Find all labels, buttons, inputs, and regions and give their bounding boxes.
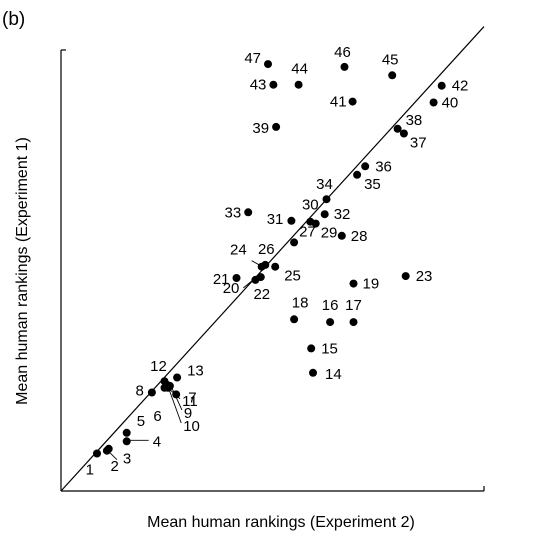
point-label-19: 19 xyxy=(363,276,380,293)
data-point-32 xyxy=(320,210,329,219)
data-point-33 xyxy=(244,208,253,217)
point-label-10: 10 xyxy=(183,418,200,435)
data-point-18 xyxy=(290,315,299,324)
data-point-16 xyxy=(326,318,335,327)
point-label-21: 21 xyxy=(213,271,230,288)
point-label-37: 37 xyxy=(410,135,427,152)
data-point-39 xyxy=(272,122,281,131)
point-label-17: 17 xyxy=(345,297,362,314)
data-points xyxy=(93,60,446,458)
point-label-18: 18 xyxy=(292,294,309,311)
point-label-45: 45 xyxy=(382,51,399,68)
point-label-4: 4 xyxy=(153,433,161,450)
point-label-2: 2 xyxy=(111,458,119,475)
data-point-45 xyxy=(388,71,397,80)
data-point-21 xyxy=(232,274,241,282)
point-label-7: 7 xyxy=(188,389,196,406)
data-point-25 xyxy=(271,262,280,271)
leader-line-3 xyxy=(109,452,118,461)
point-label-1: 1 xyxy=(86,462,94,479)
data-point-12 xyxy=(160,377,169,386)
data-point-40 xyxy=(429,98,438,107)
data-point-43 xyxy=(269,80,278,89)
point-label-38: 38 xyxy=(406,112,423,129)
point-label-32: 32 xyxy=(334,206,351,223)
point-label-3: 3 xyxy=(123,451,131,468)
point-label-16: 16 xyxy=(322,297,339,314)
data-point-8 xyxy=(147,388,156,397)
data-point-17 xyxy=(349,318,358,327)
data-point-5 xyxy=(122,428,131,437)
reference-line xyxy=(60,26,485,492)
point-label-40: 40 xyxy=(442,95,459,112)
point-label-30: 30 xyxy=(302,197,319,214)
point-label-14: 14 xyxy=(325,366,342,383)
point-label-8: 8 xyxy=(136,383,144,400)
data-point-28 xyxy=(337,231,346,240)
data-point-30 xyxy=(306,217,315,226)
x-axis-label: Mean human rankings (Experiment 2) xyxy=(147,514,415,531)
point-label-41: 41 xyxy=(330,94,347,111)
point-label-15: 15 xyxy=(321,340,338,357)
data-point-44 xyxy=(294,80,303,89)
data-point-26 xyxy=(261,260,270,269)
point-label-22: 22 xyxy=(253,286,270,303)
data-point-41 xyxy=(348,97,357,106)
point-label-5: 5 xyxy=(137,413,145,430)
point-label-43: 43 xyxy=(250,77,267,94)
point-label-9: 9 xyxy=(184,405,192,422)
point-label-46: 46 xyxy=(334,44,351,61)
data-point-34 xyxy=(322,195,331,204)
data-point-27 xyxy=(290,238,299,247)
point-label-35: 35 xyxy=(364,176,381,193)
data-point-14 xyxy=(309,368,317,377)
data-point-36 xyxy=(361,162,370,171)
point-label-47: 47 xyxy=(244,50,261,67)
data-point-7 xyxy=(172,390,181,399)
leader-line-10 xyxy=(167,386,182,424)
data-point-23 xyxy=(401,272,410,281)
data-point-4 xyxy=(122,437,131,446)
point-label-11: 11 xyxy=(182,393,198,410)
point-label-27: 27 xyxy=(299,223,316,240)
data-point-42 xyxy=(437,81,446,90)
point-label-44: 44 xyxy=(291,61,308,78)
point-label-34: 34 xyxy=(316,176,333,193)
data-point-11 xyxy=(164,383,173,392)
point-label-42: 42 xyxy=(452,78,469,95)
point-label-26: 26 xyxy=(258,241,275,258)
data-point-1 xyxy=(93,449,101,458)
data-point-15 xyxy=(307,344,316,353)
point-label-20: 20 xyxy=(223,280,240,297)
point-label-29: 29 xyxy=(321,225,338,242)
point-label-23: 23 xyxy=(416,268,433,285)
axes xyxy=(60,49,485,492)
point-label-39: 39 xyxy=(252,120,269,137)
y-axis-label: Mean human rankings (Experiment 1) xyxy=(14,137,31,405)
panel-label: (b) xyxy=(2,9,25,30)
data-point-31 xyxy=(287,216,296,225)
point-label-36: 36 xyxy=(375,158,392,175)
data-point-47 xyxy=(264,60,272,69)
data-point-35 xyxy=(353,170,362,179)
point-label-13: 13 xyxy=(187,363,204,380)
point-label-28: 28 xyxy=(351,228,368,245)
point-label-33: 33 xyxy=(225,204,242,221)
point-label-24: 24 xyxy=(230,242,247,259)
point-label-25: 25 xyxy=(284,268,301,285)
data-point-46 xyxy=(340,62,349,71)
point-label-31: 31 xyxy=(267,211,284,228)
point-label-12: 12 xyxy=(150,358,167,375)
data-point-22 xyxy=(256,273,265,282)
point-label-6: 6 xyxy=(153,408,161,425)
data-point-3 xyxy=(102,446,111,455)
data-point-13 xyxy=(173,373,182,382)
data-point-19 xyxy=(349,279,358,288)
data-point-37 xyxy=(399,129,408,138)
data-point-38 xyxy=(393,124,402,133)
